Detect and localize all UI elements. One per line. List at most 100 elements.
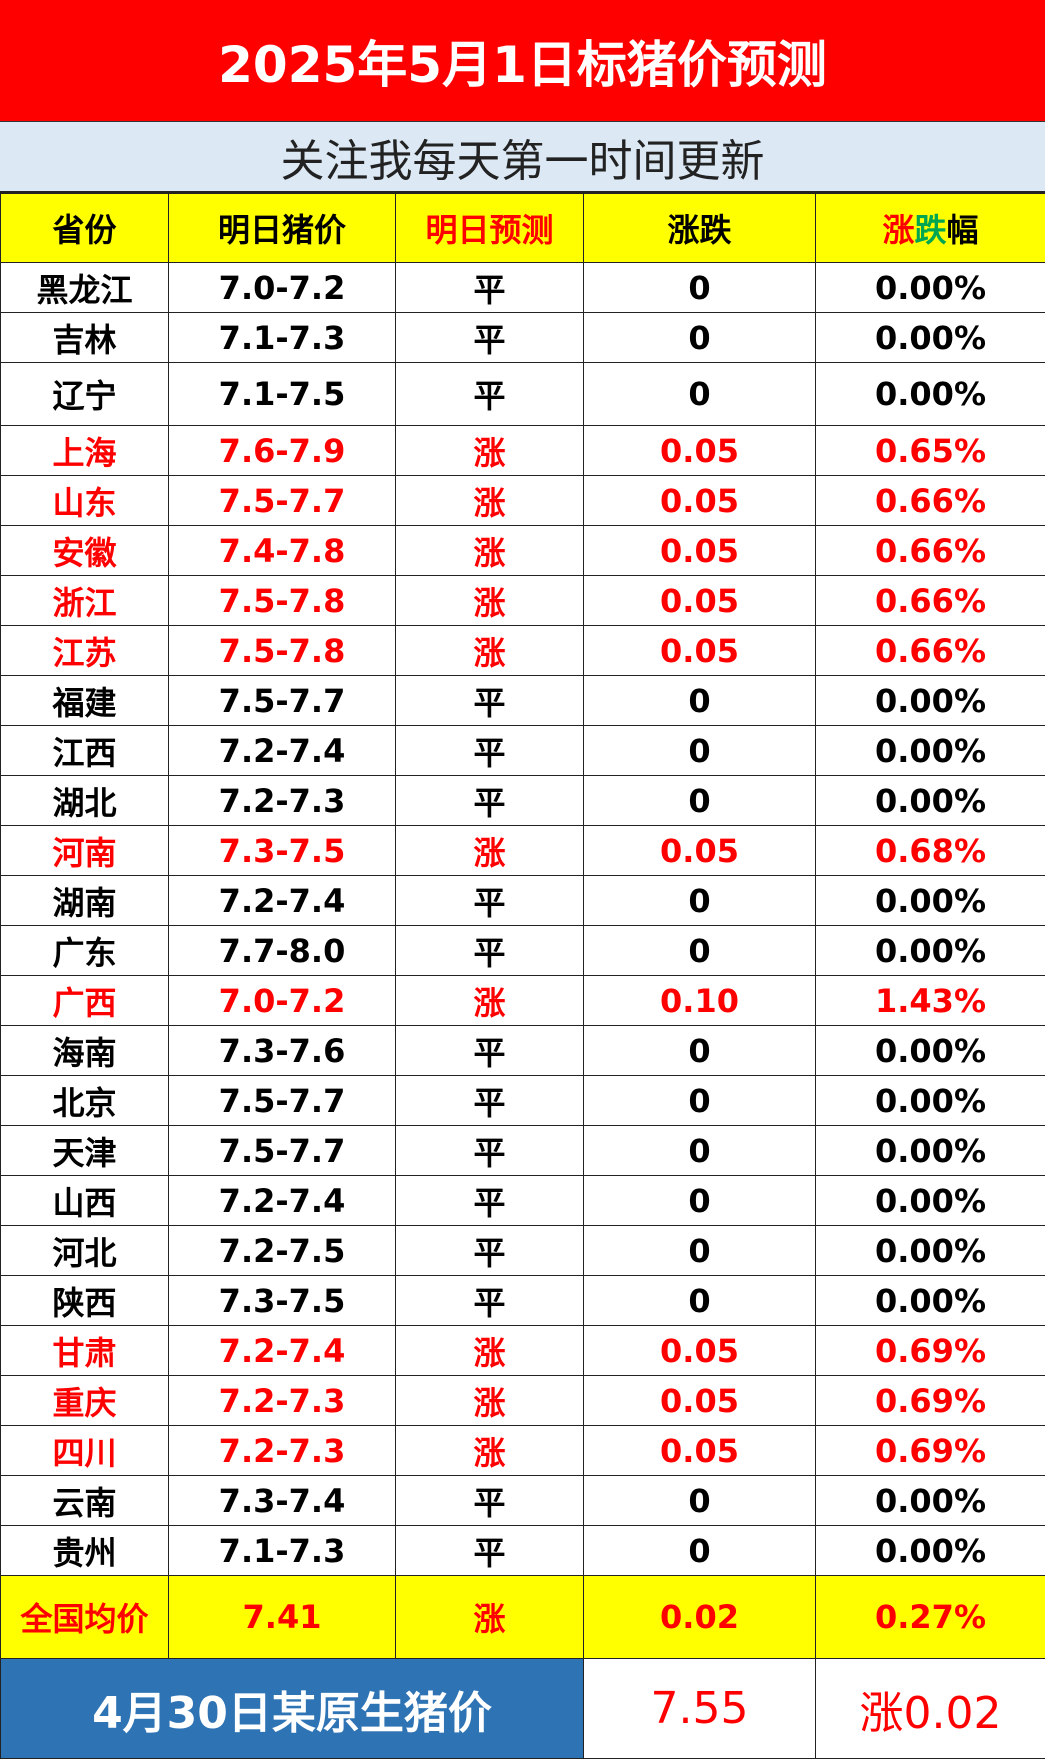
cell-change: 0.05 — [584, 1326, 816, 1376]
cell-forecast: 平 — [396, 313, 584, 363]
cell-forecast: 平 — [396, 926, 584, 976]
cell-change: 0 — [584, 1476, 816, 1526]
cell-price: 7.5-7.8 — [169, 626, 396, 676]
cell-price: 7.1-7.3 — [169, 313, 396, 363]
cell-province: 河南 — [1, 826, 169, 876]
cell-forecast: 平 — [396, 363, 584, 426]
cell-pct: 0.00% — [816, 1476, 1045, 1526]
cell-price: 7.3-7.4 — [169, 1476, 396, 1526]
cell-forecast: 涨 — [396, 626, 584, 676]
cell-price: 7.2-7.4 — [169, 726, 396, 776]
cell-change: 0 — [584, 1126, 816, 1176]
cell-pct: 0.00% — [816, 676, 1045, 726]
cell-pct: 0.00% — [816, 1226, 1045, 1276]
cell-pct: 0.00% — [816, 263, 1045, 313]
cell-price: 7.3-7.5 — [169, 826, 396, 876]
cell-province: 海南 — [1, 1026, 169, 1076]
cell-change: 0 — [584, 1026, 816, 1076]
cell-change: 0 — [584, 1076, 816, 1126]
cell-change: 0 — [584, 313, 816, 363]
national-forecast: 涨 — [396, 1576, 584, 1659]
cell-price: 7.1-7.3 — [169, 1526, 396, 1576]
cell-price: 7.2-7.3 — [169, 776, 396, 826]
cell-forecast: 涨 — [396, 426, 584, 476]
cell-pct: 0.00% — [816, 1126, 1045, 1176]
cell-forecast: 涨 — [396, 576, 584, 626]
cell-province: 江苏 — [1, 626, 169, 676]
cell-province: 浙江 — [1, 576, 169, 626]
cell-price: 7.5-7.8 — [169, 576, 396, 626]
cell-forecast: 平 — [396, 676, 584, 726]
cell-price: 7.5-7.7 — [169, 1126, 396, 1176]
cell-pct: 0.00% — [816, 1526, 1045, 1576]
cell-price: 7.3-7.5 — [169, 1276, 396, 1326]
cell-change: 0.05 — [584, 826, 816, 876]
footer-price: 7.55 — [584, 1659, 816, 1759]
cell-province: 安徽 — [1, 526, 169, 576]
cell-forecast: 平 — [396, 876, 584, 926]
cell-price: 7.7-8.0 — [169, 926, 396, 976]
cell-forecast: 平 — [396, 1526, 584, 1576]
cell-change: 0.05 — [584, 626, 816, 676]
cell-province: 广东 — [1, 926, 169, 976]
page-title: 2025年5月1日标猪价预测 — [0, 0, 1045, 122]
cell-price: 7.2-7.3 — [169, 1426, 396, 1476]
cell-change: 0.05 — [584, 576, 816, 626]
header-row: 省份 明日猪价 明日预测 涨跌 涨跌幅 — [1, 194, 1045, 263]
cell-pct: 0.00% — [816, 926, 1045, 976]
cell-province: 甘肃 — [1, 1326, 169, 1376]
cell-province: 天津 — [1, 1126, 169, 1176]
footer-label: 4月30日某原生猪价 — [1, 1659, 584, 1759]
cell-price: 7.2-7.5 — [169, 1226, 396, 1276]
cell-price: 7.0-7.2 — [169, 976, 396, 1026]
footer-row: 4月30日某原生猪价 7.55 涨0.02 — [1, 1659, 1045, 1759]
cell-price: 7.3-7.6 — [169, 1026, 396, 1076]
cell-province: 贵州 — [1, 1526, 169, 1576]
cell-province: 广西 — [1, 976, 169, 1026]
cell-pct: 0.00% — [816, 1276, 1045, 1326]
cell-pct: 0.66% — [816, 576, 1045, 626]
cell-change: 0 — [584, 776, 816, 826]
national-change: 0.02 — [584, 1576, 816, 1659]
cell-province: 吉林 — [1, 313, 169, 363]
cell-change: 0 — [584, 1526, 816, 1576]
cell-pct: 0.69% — [816, 1426, 1045, 1476]
cell-pct: 0.65% — [816, 426, 1045, 476]
cell-change: 0 — [584, 876, 816, 926]
header-forecast: 明日预测 — [396, 194, 584, 263]
cell-province: 河北 — [1, 1226, 169, 1276]
cell-forecast: 涨 — [396, 526, 584, 576]
cell-forecast: 涨 — [396, 476, 584, 526]
cell-price: 7.5-7.7 — [169, 1076, 396, 1126]
cell-pct: 0.66% — [816, 476, 1045, 526]
national-price: 7.41 — [169, 1576, 396, 1659]
cell-pct: 0.66% — [816, 526, 1045, 576]
cell-pct: 0.00% — [816, 313, 1045, 363]
cell-forecast: 平 — [396, 726, 584, 776]
cell-change: 0 — [584, 676, 816, 726]
cell-forecast: 涨 — [396, 1326, 584, 1376]
cell-price: 7.2-7.4 — [169, 876, 396, 926]
subtitle: 关注我每天第一时间更新 — [0, 122, 1045, 193]
cell-province: 辽宁 — [1, 363, 169, 426]
cell-province: 四川 — [1, 1426, 169, 1476]
cell-pct: 0.00% — [816, 1026, 1045, 1076]
